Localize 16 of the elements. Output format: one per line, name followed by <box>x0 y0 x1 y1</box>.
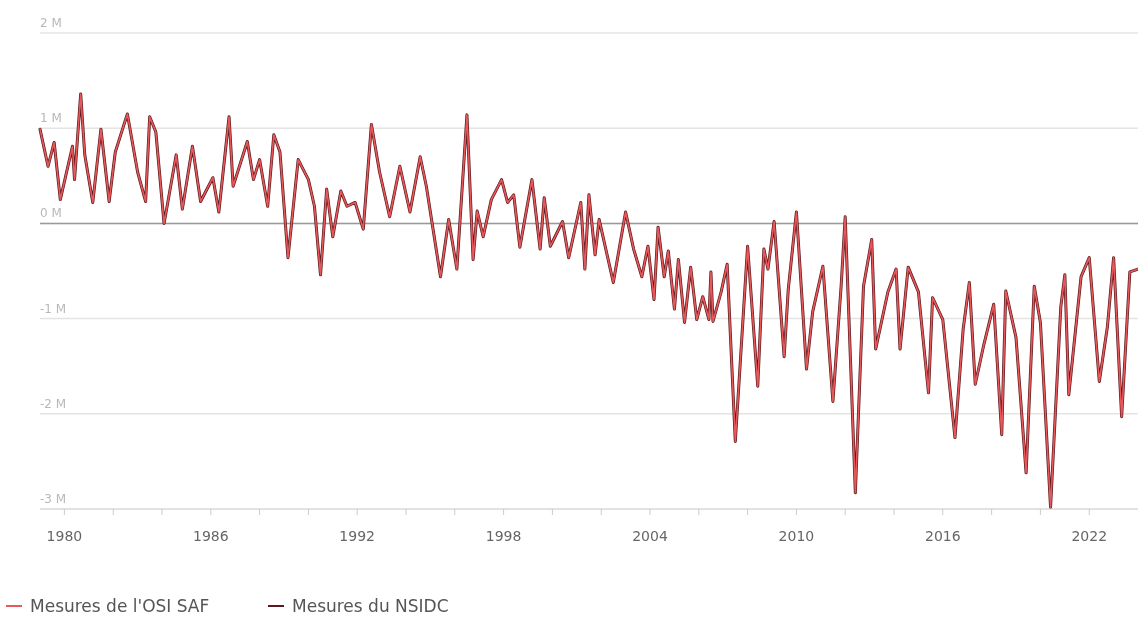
legend-label: Mesures du NSIDC <box>292 596 449 616</box>
x-tick-label: 2010 <box>778 528 815 544</box>
y-tick-label: 2 M <box>40 16 62 30</box>
x-tick-label: 2004 <box>632 528 668 544</box>
y-tick-label: -2 M <box>40 396 67 411</box>
y-tick-label: 0 M <box>40 206 62 221</box>
x-tick-label: 1986 <box>193 528 229 544</box>
x-tick-label: 1980 <box>46 528 83 544</box>
y-tick-label: -1 M <box>40 301 67 316</box>
y-tick-label: -3 M <box>40 492 67 506</box>
y-tick-label: 1 M <box>40 111 62 126</box>
x-tick-label: 2022 <box>1071 528 1108 544</box>
legend-label: Mesures de l'OSI SAF <box>30 596 210 616</box>
x-tick-label: 1998 <box>485 528 522 544</box>
x-tick-label: 1992 <box>339 528 376 544</box>
x-tick-label: 2016 <box>924 528 961 544</box>
